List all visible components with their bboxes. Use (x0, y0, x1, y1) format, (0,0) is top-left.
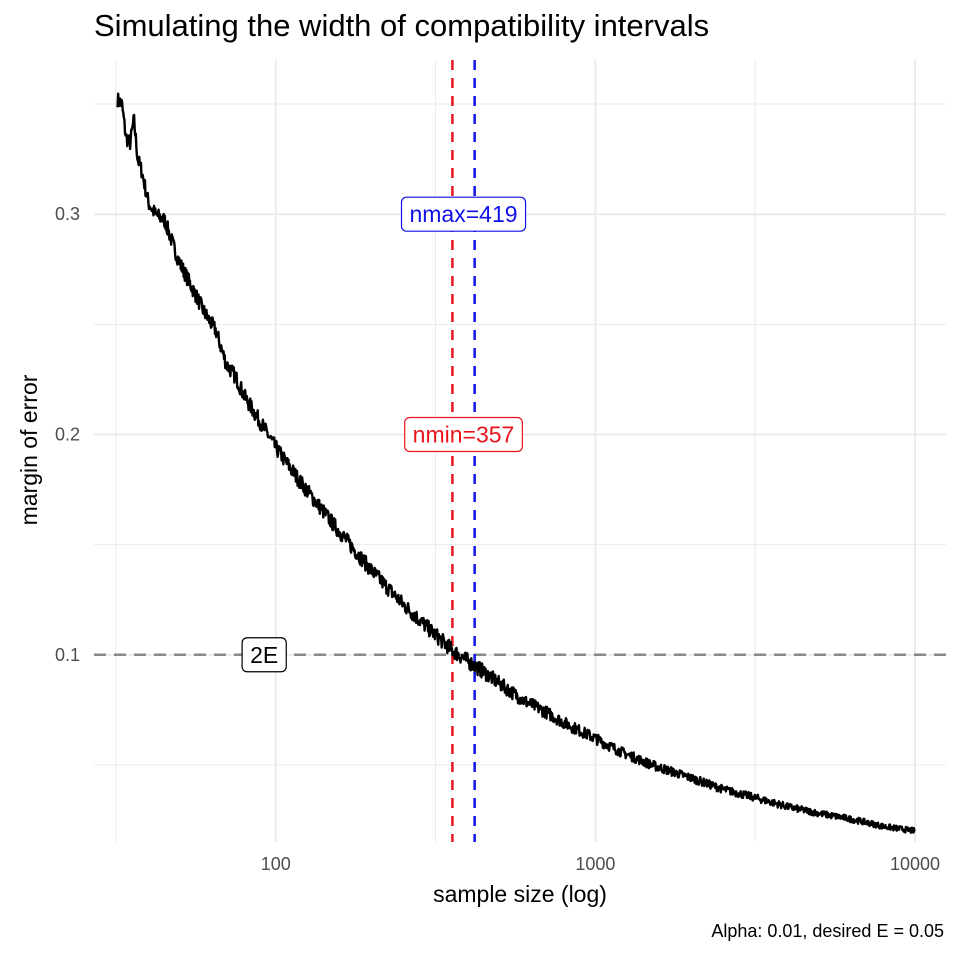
series-layer (116, 92, 916, 834)
chart-caption: Alpha: 0.01, desired E = 0.05 (711, 921, 944, 941)
reference-labels: 2E nmin=357 nmax=419 (241, 196, 527, 673)
x-tick-label: 1000 (575, 854, 615, 874)
label-nmin-text: nmin=357 (413, 421, 515, 447)
label-2e-text: 2E (250, 642, 278, 668)
axis-tick-labels: 100 1000 10000 0.1 0.2 0.3 (55, 204, 940, 874)
label-nmin-box (404, 416, 523, 453)
label-2e: 2E (241, 637, 287, 673)
label-nmax-box (400, 196, 527, 232)
x-tick-label: 100 (261, 854, 291, 874)
label-2e-box (241, 637, 287, 673)
y-tick-label: 0.1 (55, 645, 80, 665)
series-line (116, 92, 916, 834)
x-axis-title: sample size (log) (433, 881, 607, 907)
y-tick-label: 0.2 (55, 424, 80, 444)
reference-lines (94, 60, 946, 842)
y-tick-label: 0.3 (55, 204, 80, 224)
chart-title: Simulating the width of compatibility in… (94, 8, 710, 43)
x-tick-label: 10000 (890, 854, 940, 874)
label-nmin: nmin=357 (404, 416, 523, 453)
label-nmax: nmax=419 (400, 196, 527, 232)
y-axis-title: margin of error (16, 374, 42, 525)
label-nmax-text: nmax=419 (409, 201, 517, 227)
